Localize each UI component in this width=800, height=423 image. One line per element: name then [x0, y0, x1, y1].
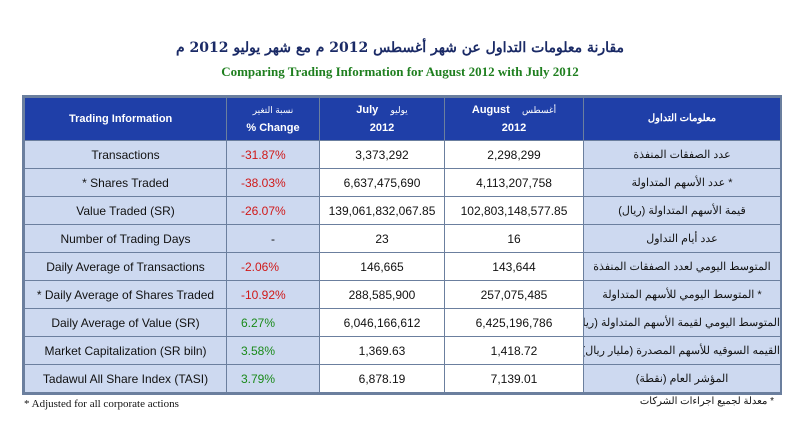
- table-row: * Shares Traded -38.03% 6,637,475,690 4,…: [24, 168, 781, 197]
- row-august-value: 6,425,196,786: [444, 308, 584, 337]
- row-label: Transactions: [24, 140, 227, 169]
- row-label: Value Traded (SR): [24, 196, 227, 225]
- row-july-value: 6,046,166,612: [319, 308, 445, 337]
- row-label-arabic: المؤشر العام (نقطة): [583, 364, 781, 393]
- row-august-value: 1,418.72: [444, 336, 584, 365]
- table-header-row: Trading Information نسبة التغير % Change…: [24, 97, 781, 141]
- header-change-arabic: نسبة التغير: [252, 105, 294, 115]
- header-july-english: July: [356, 104, 379, 116]
- row-july-value: 1,369.63: [319, 336, 445, 365]
- row-label-arabic: قيمة الأسهم المتداولة (ريال): [583, 196, 781, 225]
- table-row: Daily Average of Transactions -2.06% 146…: [24, 252, 781, 281]
- footnote-english: * Adjusted for all corporate actions: [24, 398, 179, 410]
- row-july-value: 6,637,475,690: [319, 168, 445, 197]
- row-august-value: 257,075,485: [444, 280, 584, 309]
- row-change: -: [226, 224, 320, 253]
- row-change: 6.27%: [226, 308, 320, 337]
- row-change: 3.58%: [226, 336, 320, 365]
- row-label: Number of Trading Days: [24, 224, 227, 253]
- row-july-value: 146,665: [319, 252, 445, 281]
- row-change: 3.79%: [226, 364, 320, 393]
- row-change: -26.07%: [226, 196, 320, 225]
- row-label-arabic: * عدد الأسهم المتداولة: [583, 168, 781, 197]
- row-august-value: 102,803,148,577.85: [444, 196, 584, 225]
- table-row: Number of Trading Days - 23 16 عدد أيام …: [24, 224, 781, 253]
- footnote-arabic: * معدلة لجميع اجراءات الشركات: [639, 396, 774, 407]
- row-july-value: 288,585,900: [319, 280, 445, 309]
- table-row: Tadawul All Share Index (TASI) 3.79% 6,8…: [24, 364, 781, 393]
- header-trading-information-arabic: معلومات التداول: [583, 97, 781, 141]
- title-arabic: مقارنة معلومات التداول عن شهر أغسطس 2012…: [175, 40, 625, 56]
- header-july-arabic: يوليو: [390, 105, 408, 115]
- row-label: Tadawul All Share Index (TASI): [24, 364, 227, 393]
- row-label-arabic: * المتوسط اليومي للأسهم المتداولة: [583, 280, 781, 309]
- row-label-arabic: القيمه السوقيه للأسهم المصدرة (مليار ريا…: [583, 336, 781, 365]
- table-row: Transactions -31.87% 3,373,292 2,298,299…: [24, 140, 781, 169]
- row-august-value: 4,113,207,758: [444, 168, 584, 197]
- header-change-english: % Change: [246, 122, 300, 134]
- row-label: * Daily Average of Shares Traded: [24, 280, 227, 309]
- header-info-arabic-label: معلومات التداول: [647, 113, 717, 124]
- row-label: Market Capitalization (SR biln): [24, 336, 227, 365]
- title-english: Comparing Trading Information for August…: [221, 64, 579, 79]
- table-row: Daily Average of Value (SR) 6.27% 6,046,…: [24, 308, 781, 337]
- row-change: -10.92%: [226, 280, 320, 309]
- header-change: نسبة التغير % Change: [226, 97, 320, 141]
- row-july-value: 139,061,832,067.85: [319, 196, 445, 225]
- row-july-value: 6,878.19: [319, 364, 445, 393]
- row-change: -2.06%: [226, 252, 320, 281]
- header-august-year: 2012: [501, 122, 527, 134]
- row-label: * Shares Traded: [24, 168, 227, 197]
- row-label-arabic: المتوسط اليومي لقيمة الأسهم المتداولة (ر…: [583, 308, 781, 337]
- trading-comparison-table: Trading Information نسبة التغير % Change…: [24, 97, 781, 393]
- table-row: Market Capitalization (SR biln) 3.58% 1,…: [24, 336, 781, 365]
- header-info-label: Trading Information: [69, 113, 173, 125]
- row-label: Daily Average of Value (SR): [24, 308, 227, 337]
- row-label-arabic: المتوسط اليومي لعدد الصفقات المنفذة: [583, 252, 781, 281]
- header-trading-information: Trading Information: [24, 97, 227, 141]
- table-row: * Daily Average of Shares Traded -10.92%…: [24, 280, 781, 309]
- table-row: Value Traded (SR) -26.07% 139,061,832,06…: [24, 196, 781, 225]
- row-label-arabic: عدد الصفقات المنفذة: [583, 140, 781, 169]
- row-august-value: 2,298,299: [444, 140, 584, 169]
- row-label: Daily Average of Transactions: [24, 252, 227, 281]
- row-july-value: 3,373,292: [319, 140, 445, 169]
- row-change: -38.03%: [226, 168, 320, 197]
- row-july-value: 23: [319, 224, 445, 253]
- header-july: July يوليو 2012: [319, 97, 445, 141]
- row-label-arabic: عدد أيام التداول: [583, 224, 781, 253]
- row-august-value: 143,644: [444, 252, 584, 281]
- trading-table-container: Trading Information نسبة التغير % Change…: [22, 95, 782, 395]
- header-august-english: August: [471, 104, 510, 116]
- header-august: August أغسطس 2012: [444, 97, 584, 141]
- row-august-value: 7,139.01: [444, 364, 584, 393]
- row-august-value: 16: [444, 224, 584, 253]
- header-august-arabic: أغسطس: [522, 105, 557, 115]
- row-change: -31.87%: [226, 140, 320, 169]
- header-july-year: 2012: [369, 122, 395, 134]
